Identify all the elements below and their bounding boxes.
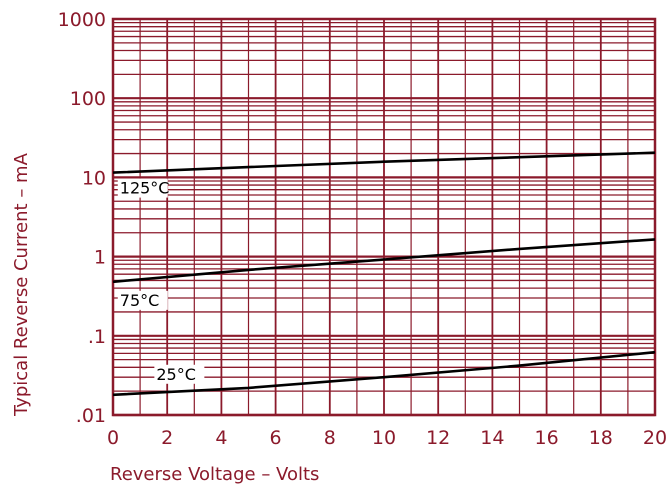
x-tick-label: 16	[535, 427, 559, 449]
y-axis-label: Typical Reverse Current – mA	[11, 152, 32, 417]
x-tick-label: 18	[589, 427, 613, 449]
series-line	[112, 151, 656, 174]
y-tick-label: .1	[88, 326, 106, 348]
y-tick-label: 100	[70, 88, 106, 110]
series-label-bg	[117, 178, 168, 198]
plot-frame	[111, 17, 657, 417]
x-tick-label: 0	[107, 427, 119, 449]
series-label: 125°C	[120, 179, 170, 198]
x-tick-label: 6	[270, 427, 282, 449]
x-tick-label: 12	[426, 427, 450, 449]
x-tick-label: 14	[480, 427, 504, 449]
x-tick-label: 20	[643, 427, 667, 449]
x-tick-label: 2	[161, 427, 173, 449]
x-axis-label: Reverse Voltage – Volts	[110, 464, 319, 485]
y-tick-label: 10	[82, 167, 106, 189]
curves	[112, 151, 656, 397]
series-line	[112, 350, 656, 397]
x-tick-label: 8	[324, 427, 336, 449]
series-label: 75°C	[120, 291, 160, 310]
tick-labels: 0 2 4 6 8 10 12 14 16 18 20 .01 .1 1 10 100 1000	[58, 9, 667, 449]
series-line	[112, 238, 656, 284]
curve-labels: 125°C 75°C 25°C	[117, 178, 205, 384]
y-tick-label: .01	[76, 405, 106, 427]
grid	[111, 17, 657, 417]
series-label-bg	[154, 364, 205, 384]
y-tick-label: 1	[94, 247, 106, 269]
series-label: 25°C	[156, 365, 196, 384]
x-tick-label: 10	[372, 427, 396, 449]
y-tick-label: 1000	[58, 9, 106, 31]
series-label-bg	[117, 290, 168, 310]
x-tick-label: 4	[215, 427, 227, 449]
